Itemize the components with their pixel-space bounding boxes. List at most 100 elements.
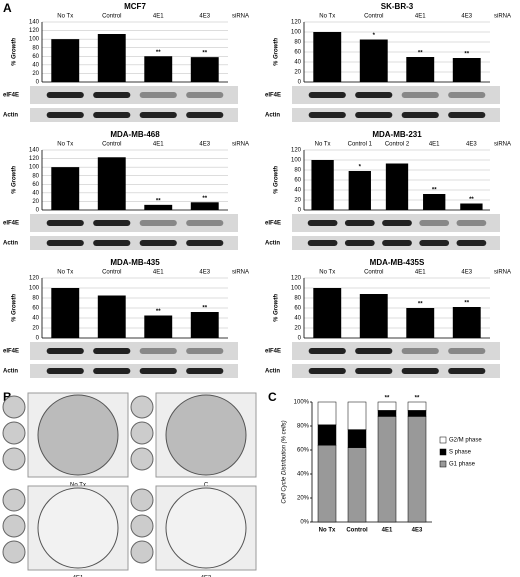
blot-label: eIF4E <box>3 349 19 355</box>
y-tick-label: 0 <box>36 208 40 214</box>
y-tick-label: 0 <box>36 336 40 342</box>
x-tick-label: 4E1 <box>415 270 426 276</box>
y-tick-label: 100 <box>29 286 40 292</box>
y-tick-label: 60 <box>294 178 301 184</box>
y-axis-label: % Growth <box>274 38 280 66</box>
bar <box>190 57 219 82</box>
blot-band <box>139 220 177 226</box>
y-tick-label: 60% <box>297 448 310 454</box>
bar <box>423 194 446 210</box>
blot-band <box>93 220 131 226</box>
y-tick-label: 80 <box>32 296 39 302</box>
significance: ** <box>202 196 207 202</box>
blot-band <box>139 368 177 374</box>
bar-segment <box>317 424 337 446</box>
chart-title: MCF7 <box>124 2 146 11</box>
blot-label: Actin <box>265 369 280 375</box>
x-tick-label: 4E1 <box>153 270 164 276</box>
blot-band <box>186 220 224 226</box>
bar-segment <box>407 401 427 411</box>
significance: ** <box>418 51 423 57</box>
bar-segment <box>347 401 367 430</box>
x-tick-label: 4E3 <box>466 142 477 148</box>
bar <box>406 308 435 338</box>
x-tick-label: No Tx <box>315 142 331 148</box>
blot-band <box>307 240 338 246</box>
y-tick-label: 0 <box>298 336 302 342</box>
blot-band <box>46 368 84 374</box>
y-tick-label: 120 <box>291 20 302 26</box>
blot-band <box>139 240 177 246</box>
blot-band <box>139 112 177 118</box>
bar-segment <box>347 447 367 523</box>
y-tick-label: 20 <box>294 70 301 76</box>
bar <box>452 58 481 82</box>
bar <box>144 56 173 82</box>
y-tick-label: 20 <box>32 71 39 77</box>
plate-label: 4E3 <box>201 576 212 577</box>
blot-band <box>382 240 412 246</box>
x-tick-label: 4E3 <box>412 528 423 534</box>
legend-label: G1 phase <box>449 462 476 468</box>
significance: ** <box>202 306 207 312</box>
panel-label: B <box>3 390 12 404</box>
small-well <box>130 447 154 471</box>
x-tick-label: 4E1 <box>415 14 426 20</box>
chart-title: SK-BR-3 <box>381 2 414 11</box>
y-tick-label: 40 <box>32 316 39 322</box>
y-tick-label: 60 <box>32 54 39 60</box>
blot-strip <box>30 108 238 122</box>
blot-band <box>46 92 84 98</box>
blot-band <box>46 220 84 226</box>
blot-band <box>448 348 486 354</box>
bar-segment <box>317 401 337 426</box>
blot-band <box>93 240 131 246</box>
bar <box>144 315 173 338</box>
significance: ** <box>418 302 423 308</box>
y-tick-label: 0 <box>298 80 302 86</box>
blot-strip <box>30 86 238 104</box>
blot-band <box>448 92 486 98</box>
significance: * <box>373 33 376 39</box>
y-tick-label: 40 <box>294 188 301 194</box>
x-tick-label: Control <box>346 528 368 534</box>
blot-label: Actin <box>265 241 280 247</box>
y-tick-label: 0% <box>300 520 309 526</box>
blot-band <box>401 112 439 118</box>
bar <box>97 157 126 210</box>
blot-band <box>308 348 346 354</box>
blot-band <box>401 368 439 374</box>
y-tick-label: 60 <box>32 182 39 188</box>
small-well <box>2 488 26 512</box>
annotation: siRNA <box>232 142 249 148</box>
y-tick-label: 40 <box>294 316 301 322</box>
plate <box>37 394 119 476</box>
plate <box>165 487 247 569</box>
y-tick-label: 0 <box>298 208 302 214</box>
bar <box>385 163 409 210</box>
bar <box>190 202 219 210</box>
small-well <box>130 488 154 512</box>
y-tick-label: 60 <box>32 306 39 312</box>
y-tick-label: 0 <box>36 80 40 86</box>
blot-label: Actin <box>3 113 18 119</box>
y-tick-label: 120 <box>291 148 302 154</box>
blot-band <box>186 240 224 246</box>
blot-band <box>308 92 346 98</box>
x-tick-label: No Tx <box>319 270 335 276</box>
x-tick-label: 4E1 <box>153 14 164 20</box>
blot-band <box>93 112 131 118</box>
legend-label: S phase <box>449 450 472 456</box>
small-well <box>130 540 154 564</box>
x-tick-label: No Tx <box>57 14 73 20</box>
blot-band <box>186 348 224 354</box>
bar-segment <box>377 401 397 411</box>
bar-segment <box>347 429 367 448</box>
bar <box>460 203 483 210</box>
chart-title: MDA-MB-231 <box>372 130 422 139</box>
bar <box>97 34 126 82</box>
blot-strip <box>292 86 500 104</box>
blot-band <box>448 368 486 374</box>
y-tick-label: 80 <box>294 168 301 174</box>
small-well <box>2 514 26 538</box>
